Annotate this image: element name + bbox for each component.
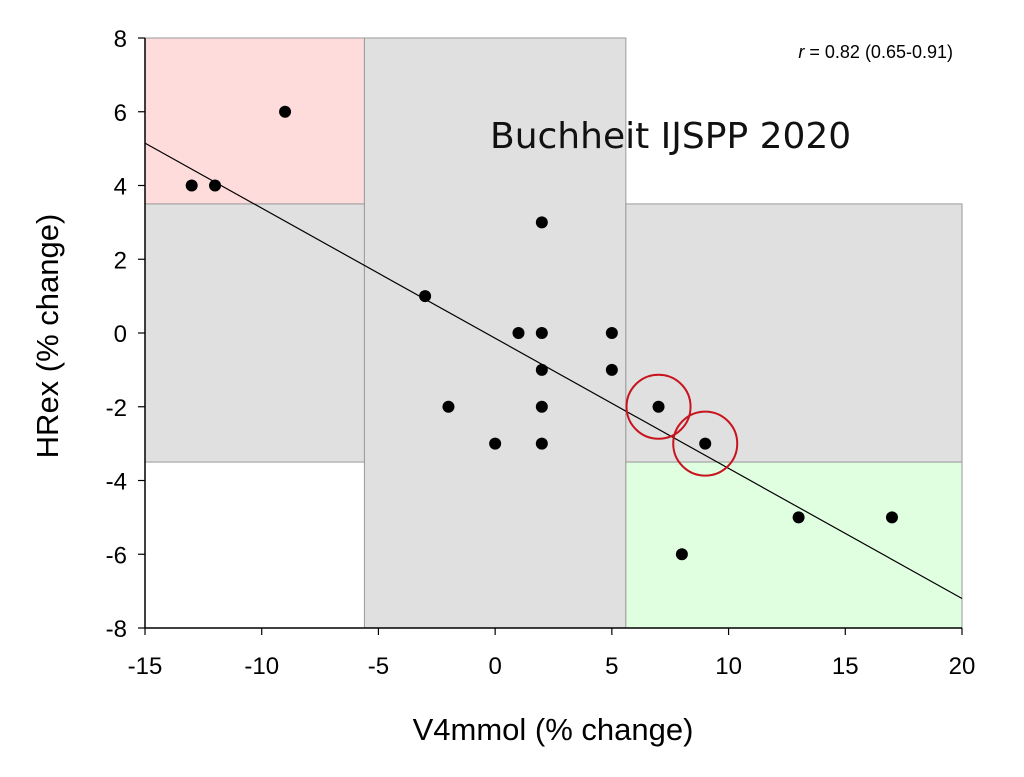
axes: [138, 37, 963, 635]
y-tick-label: 2: [114, 247, 127, 274]
source-annotation: Buchheit IJSPP 2020: [490, 116, 851, 157]
x-tick-label: -5: [368, 653, 389, 680]
tick-labels: -15 -10 -5 0 5 10 15 20 -8 -6 -4 -2 0 2 4 6 8: [106, 26, 976, 680]
y-tick-label: 0: [114, 321, 127, 348]
data-point: [535, 327, 548, 339]
y-tick-label: -4: [106, 469, 127, 496]
x-tick-label: 15: [832, 653, 859, 680]
region-green: [625, 461, 963, 629]
y-tick-label: -6: [106, 542, 127, 569]
data-point: [209, 179, 222, 192]
y-tick-label: -8: [106, 616, 127, 643]
data-point: [535, 437, 548, 450]
data-point: [442, 400, 455, 413]
x-tick-label: -10: [244, 653, 279, 680]
region-red: [144, 37, 365, 205]
y-tick-label: 6: [114, 100, 127, 127]
highlight-circles: [625, 373, 739, 477]
highlight-circle: [672, 410, 739, 477]
correlation-annotation: r = 0.82 (0.65-0.91): [798, 42, 953, 62]
regression-line: [144, 142, 963, 600]
data-point: [419, 290, 432, 303]
region-gray-left: [144, 203, 365, 463]
data-point: [535, 400, 548, 413]
x-tick-label: 5: [605, 653, 618, 680]
highlight-circle: [625, 373, 692, 440]
y-tick-label: -2: [106, 395, 127, 422]
correlation-r: r: [798, 42, 805, 62]
data-point: [605, 363, 618, 376]
x-tick-label: 0: [488, 653, 501, 680]
data-point: [885, 511, 898, 524]
data-point: [279, 105, 292, 118]
x-tick-label: 20: [949, 653, 976, 680]
data-point: [489, 437, 502, 450]
data-point: [652, 400, 665, 413]
shaded-regions: [144, 37, 963, 629]
x-axis-label: V4mmol (% change): [413, 712, 694, 747]
region-gray-right: [625, 203, 963, 463]
y-axis-label: HRex (% change): [30, 214, 65, 459]
y-tick-label: 4: [114, 174, 127, 201]
y-tick-label: 8: [114, 26, 127, 53]
x-tick-label: -15: [128, 653, 163, 680]
data-point: [512, 327, 525, 339]
data-point: [535, 363, 548, 376]
x-tick-label: 10: [715, 653, 742, 680]
data-point: [792, 511, 805, 524]
data-points: [185, 105, 898, 561]
data-point: [675, 548, 688, 561]
data-point: [535, 216, 548, 229]
data-point: [605, 327, 618, 339]
region-gray-center: [363, 37, 627, 629]
correlation-value: = 0.82 (0.65-0.91): [804, 42, 953, 62]
data-point: [699, 437, 712, 450]
data-point: [185, 179, 198, 192]
